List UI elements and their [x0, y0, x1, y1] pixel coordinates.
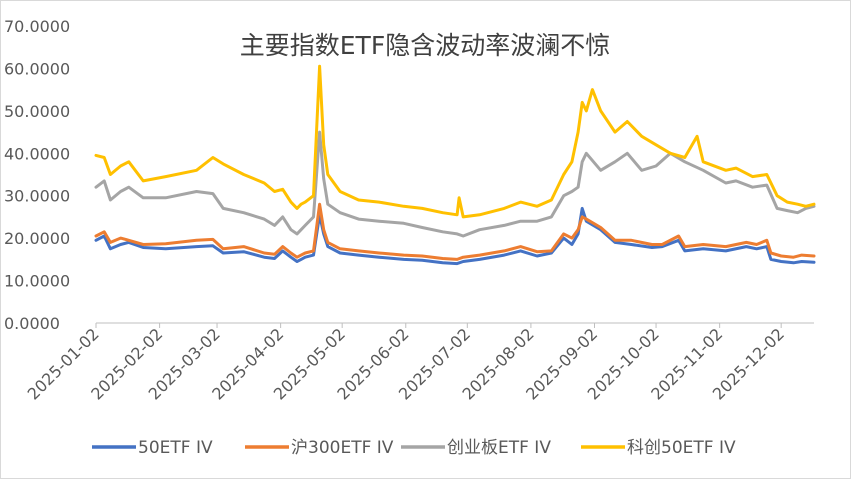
- legend-label: 沪300ETF IV: [291, 438, 394, 458]
- series-line-2: [94, 130, 816, 238]
- y-tick-label: 50.0000: [4, 102, 70, 121]
- legend: 50ETF IV 沪300ETF IV 创业板ETF IV 科创50ETF IV: [92, 438, 736, 458]
- series-line-3: [94, 64, 816, 219]
- chart-title: 主要指数ETF隐含波动率波澜不惊: [240, 31, 610, 60]
- series-line-0: [94, 206, 816, 266]
- legend-label: 科创50ETF IV: [627, 438, 736, 458]
- y-tick-label: 20.0000: [4, 229, 70, 248]
- series-lines: [94, 64, 816, 266]
- y-tick-label: 10.0000: [4, 272, 70, 291]
- legend-label: 50ETF IV: [138, 438, 213, 458]
- y-tick-label: 70.0000: [4, 17, 70, 36]
- series-line-1: [94, 202, 816, 261]
- y-tick-label: 40.0000: [4, 144, 70, 163]
- legend-label: 创业板ETF IV: [447, 438, 551, 458]
- y-axis: 0.0000 10.0000 20.0000 30.0000 40.0000 50.000…: [4, 17, 70, 333]
- y-tick-label: 60.0000: [4, 59, 70, 78]
- y-tick-label: 0.0000: [4, 314, 60, 333]
- y-tick-label: 30.0000: [4, 187, 70, 206]
